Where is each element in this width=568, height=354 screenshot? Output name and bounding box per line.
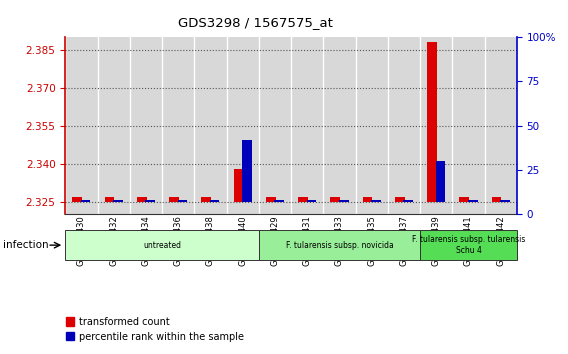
Bar bbox=[331, 197, 340, 201]
Bar bbox=[460, 197, 469, 201]
Bar bbox=[72, 197, 82, 201]
Text: infection: infection bbox=[3, 240, 48, 250]
Bar bbox=[65, 37, 98, 214]
Bar bbox=[363, 197, 373, 201]
Bar bbox=[145, 200, 155, 201]
Bar bbox=[427, 42, 437, 201]
Bar bbox=[202, 197, 211, 201]
Bar bbox=[323, 37, 356, 214]
Bar bbox=[395, 197, 404, 201]
Text: GDS3298 / 1567575_at: GDS3298 / 1567575_at bbox=[178, 16, 333, 29]
Bar bbox=[105, 197, 114, 201]
Bar bbox=[298, 197, 308, 201]
Bar bbox=[339, 200, 349, 201]
Bar bbox=[307, 200, 316, 201]
Bar bbox=[452, 37, 485, 214]
Bar bbox=[162, 37, 194, 214]
Bar bbox=[98, 37, 130, 214]
Bar bbox=[266, 197, 275, 201]
Bar bbox=[169, 197, 179, 201]
Text: F. tularensis subsp. tularensis
Schu 4: F. tularensis subsp. tularensis Schu 4 bbox=[412, 235, 525, 255]
Bar bbox=[500, 200, 510, 201]
Bar bbox=[259, 37, 291, 214]
Bar bbox=[210, 200, 219, 201]
Text: F. tularensis subsp. novicida: F. tularensis subsp. novicida bbox=[286, 241, 394, 250]
Bar bbox=[81, 200, 90, 201]
Text: untreated: untreated bbox=[143, 241, 181, 250]
Bar bbox=[113, 200, 123, 201]
Bar bbox=[468, 200, 478, 201]
Bar bbox=[178, 200, 187, 201]
Bar bbox=[436, 161, 445, 201]
Bar bbox=[388, 37, 420, 214]
Bar bbox=[403, 200, 413, 201]
Bar bbox=[233, 169, 243, 201]
Bar bbox=[291, 37, 323, 214]
Bar bbox=[420, 37, 452, 214]
Bar bbox=[274, 200, 284, 201]
Bar bbox=[492, 197, 502, 201]
Bar bbox=[130, 37, 162, 214]
Bar bbox=[356, 37, 388, 214]
Bar bbox=[227, 37, 259, 214]
Bar bbox=[137, 197, 147, 201]
Bar bbox=[194, 37, 227, 214]
Bar bbox=[242, 140, 252, 201]
Bar bbox=[371, 200, 381, 201]
Bar bbox=[485, 37, 517, 214]
Legend: transformed count, percentile rank within the sample: transformed count, percentile rank withi… bbox=[62, 313, 248, 346]
